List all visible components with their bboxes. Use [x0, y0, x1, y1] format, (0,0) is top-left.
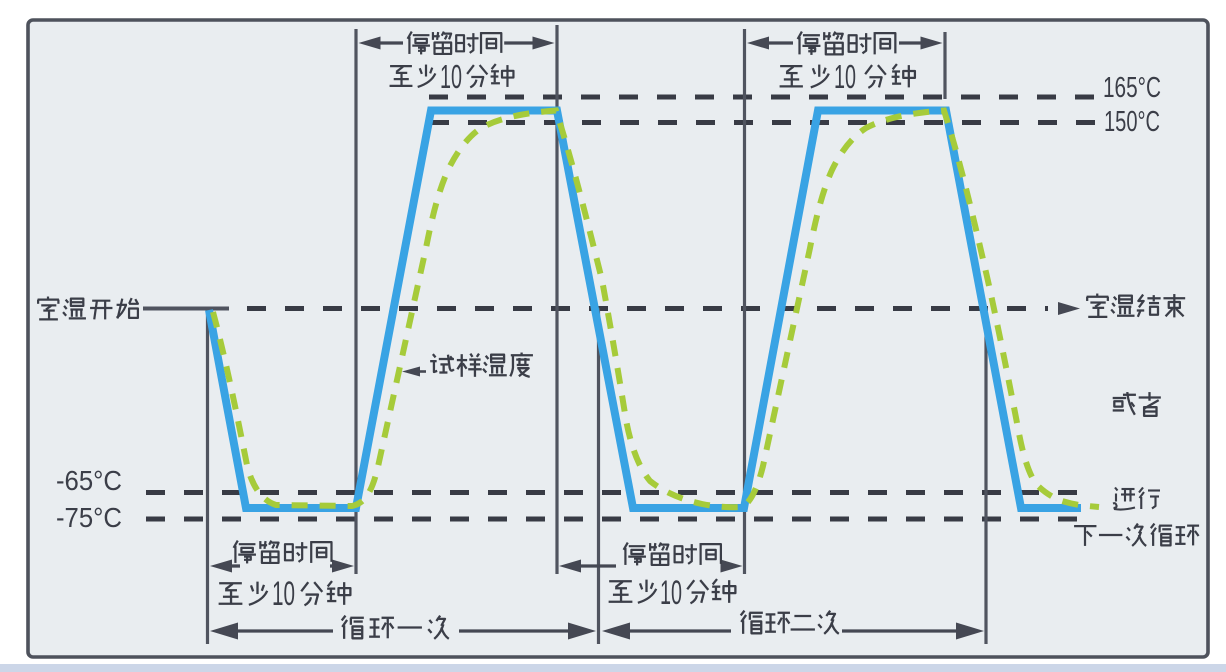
svg-text:-75°C: -75°C: [56, 502, 122, 533]
svg-text:10: 10: [440, 58, 462, 95]
svg-text:165°C: 165°C: [1103, 72, 1161, 104]
svg-text:-65°C: -65°C: [56, 465, 122, 496]
svg-text:150°C: 150°C: [1104, 106, 1160, 138]
svg-text:10: 10: [834, 58, 856, 95]
svg-text:10: 10: [660, 574, 682, 612]
svg-text:10: 10: [272, 575, 295, 613]
